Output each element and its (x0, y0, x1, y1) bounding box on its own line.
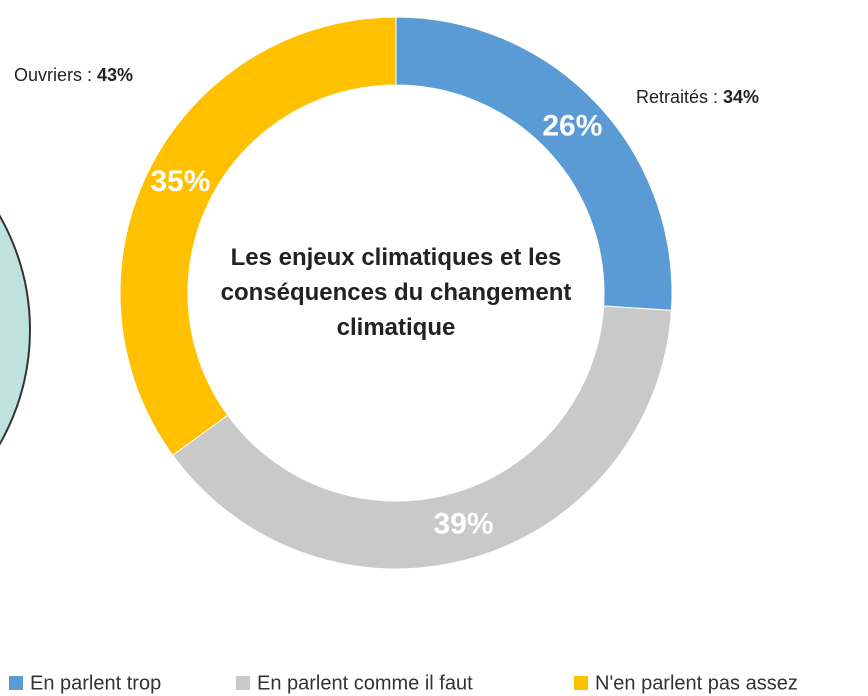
legend: En parlent trop En parlent comme il faut N… (9, 672, 798, 694)
annotation-value: 43% (97, 65, 133, 85)
page: 26% 39% 35% Retraités :34% Ouvriers :43% En… (0, 0, 868, 696)
annotation: Retraités :34% (636, 87, 759, 107)
annotation-text: Retraités : (636, 87, 718, 107)
annotation-text: Ouvriers : (14, 65, 92, 85)
donut-segment (120, 17, 396, 455)
legend-label: N'en parlent pas assez (595, 672, 798, 694)
legend-label: En parlent trop (30, 672, 161, 694)
illustration (0, 100, 30, 560)
data-label: 26% (542, 109, 602, 142)
legend-swatch (9, 676, 23, 690)
annotation-value: 34% (723, 87, 759, 107)
legend-label: En parlent comme il faut (257, 672, 473, 694)
data-label: 39% (433, 507, 493, 540)
donut-segment (173, 306, 672, 569)
data-label: 35% (150, 165, 210, 198)
legend-swatch (236, 676, 250, 690)
annotation: Ouvriers :43% (14, 65, 133, 85)
legend-swatch (574, 676, 588, 690)
chart-title: Les enjeux climatiques et les conséquenc… (191, 240, 601, 345)
chart: 26% 39% 35% Retraités :34% Ouvriers :43% En… (0, 0, 868, 696)
